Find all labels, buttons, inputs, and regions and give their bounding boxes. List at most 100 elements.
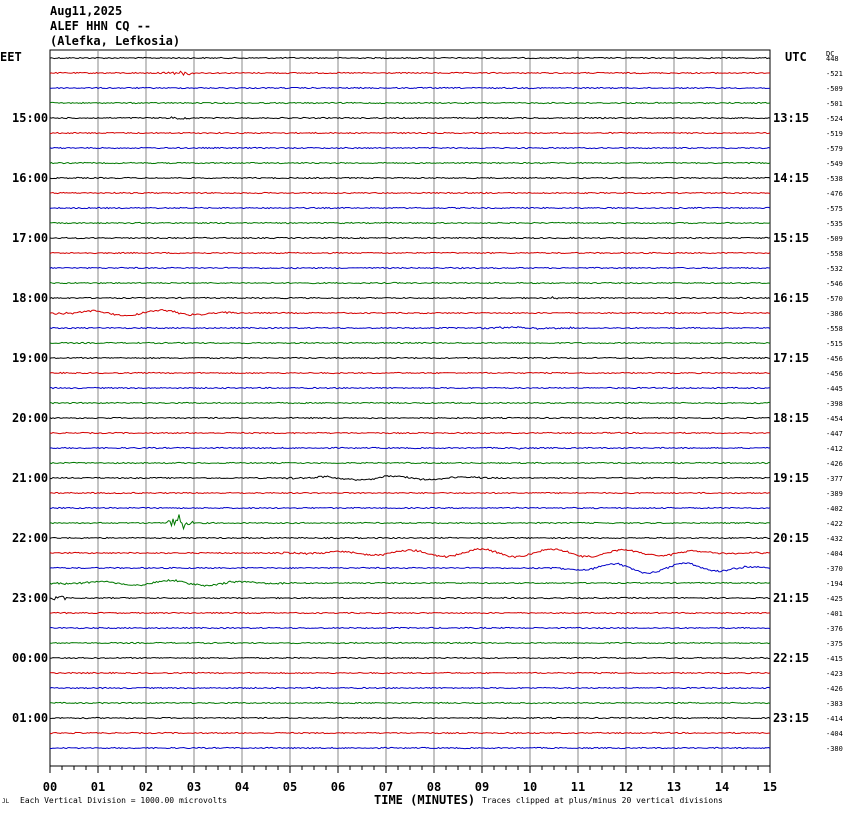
left-time-label: 17:00: [12, 231, 48, 245]
right-time-label: 18:15: [773, 411, 809, 425]
dc-offset-label: -414: [826, 715, 843, 723]
x-tick-label: 09: [475, 780, 489, 794]
dc-offset-label: -521: [826, 70, 843, 78]
dc-offset-label: -380: [826, 745, 843, 753]
scale-note: Each Vertical Division = 1000.00 microvo…: [20, 796, 228, 805]
seismic-trace: [49, 506, 771, 510]
seismic-trace: [49, 176, 771, 180]
dc-offset-label: -423: [826, 670, 843, 678]
seismic-trace: [49, 70, 771, 77]
dc-offset-label: -509: [826, 235, 843, 243]
seismic-trace: [49, 56, 771, 60]
seismic-trace: [49, 701, 771, 705]
dc-offset-label: -404: [826, 550, 843, 558]
x-tick-label: 02: [139, 780, 153, 794]
dc-offset-label: -519: [826, 130, 843, 138]
right-time-label: 16:15: [773, 291, 809, 305]
seismic-trace: [49, 86, 771, 90]
x-tick-label: 10: [523, 780, 537, 794]
x-tick-label: 08: [427, 780, 441, 794]
dc-offset-label: -389: [826, 490, 843, 498]
dc-offset-label: -445: [826, 385, 843, 393]
x-tick-label: 06: [331, 780, 345, 794]
dc-offset-label: -524: [826, 115, 843, 123]
seismic-trace: [49, 536, 770, 540]
x-tick-label: 04: [235, 780, 249, 794]
dc-offset-label: -575: [826, 205, 843, 213]
dc-offset-label: -546: [826, 280, 843, 288]
dc-offset-label: -456: [826, 355, 843, 363]
seismic-trace: [49, 401, 771, 405]
dc-offset-label: -509: [826, 85, 843, 93]
right-time-label: 15:15: [773, 231, 809, 245]
right-zone-label: UTC: [785, 50, 807, 64]
left-time-label: 01:00: [12, 711, 48, 725]
seismic-trace: [49, 191, 771, 195]
seismic-trace: [49, 716, 771, 720]
x-tick-label: 12: [619, 780, 633, 794]
seismic-trace: [49, 626, 771, 630]
seismic-trace: [49, 266, 771, 270]
dc-offset-label: -538: [826, 175, 843, 183]
seismic-trace: [49, 416, 771, 420]
seismic-trace: [49, 161, 771, 165]
dc-offset-label: -398: [826, 400, 843, 408]
dc-label: DC: [826, 50, 835, 58]
seismic-trace: [49, 562, 771, 575]
seismic-trace: [49, 431, 771, 435]
seismic-trace: [49, 371, 771, 375]
dc-offset-label: -432: [826, 535, 843, 543]
dc-offset-label: -376: [826, 625, 843, 633]
left-time-label: 21:00: [12, 471, 48, 485]
seismic-trace: [49, 731, 770, 735]
dc-offset-label: -579: [826, 145, 843, 153]
dc-offset-label: -549: [826, 160, 843, 168]
seismic-trace: [49, 101, 771, 105]
x-axis-title: TIME (MINUTES): [374, 793, 476, 807]
seismic-trace: [49, 686, 771, 690]
left-time-label: 00:00: [12, 651, 48, 665]
dc-offset-label: -194: [826, 580, 843, 588]
clip-note: Traces clipped at plus/minus 20 vertical…: [482, 796, 723, 805]
dc-offset-label: -415: [826, 655, 843, 663]
right-time-label: 20:15: [773, 531, 809, 545]
seismic-trace: [49, 514, 771, 531]
right-time-label: 19:15: [773, 471, 809, 485]
seismic-trace: [49, 461, 771, 465]
dc-offset-label: -532: [826, 265, 843, 273]
header-station: ALEF HHN CQ --: [50, 19, 152, 33]
seismic-trace: [49, 656, 771, 660]
dc-offset-label: -425: [826, 595, 843, 603]
seismic-trace: [49, 221, 771, 225]
right-time-label: 23:15: [773, 711, 809, 725]
dc-offset-label: -476: [826, 190, 843, 198]
seismic-trace: [49, 251, 771, 255]
left-time-label: 22:00: [12, 531, 48, 545]
left-zone-label: EET: [0, 50, 22, 64]
right-time-label: 21:15: [773, 591, 809, 605]
seismic-trace: [49, 386, 771, 390]
dc-offset-label: -447: [826, 430, 843, 438]
x-tick-label: 00: [43, 780, 57, 794]
dc-offset-label: -412: [826, 445, 843, 453]
dc-offset-label: -456: [826, 370, 843, 378]
seismic-trace: [49, 579, 771, 587]
seismic-trace: [49, 295, 771, 300]
dc-offset-label: -426: [826, 685, 843, 693]
x-tick-label: 07: [379, 780, 393, 794]
x-tick-label: 15: [763, 780, 777, 794]
dc-offset-label: -383: [826, 700, 843, 708]
x-tick-label: 11: [571, 780, 585, 794]
seismic-trace: [49, 641, 771, 645]
left-time-label: 16:00: [12, 171, 48, 185]
dc-offset-label: -515: [826, 340, 843, 348]
seismic-trace: [49, 206, 771, 210]
seismic-trace: [49, 326, 771, 331]
dc-offset-label: -404: [826, 730, 843, 738]
x-tick-label: 05: [283, 780, 297, 794]
dc-offset-label: -426: [826, 460, 843, 468]
dc-offset-label: -535: [826, 220, 843, 228]
dc-offset-label: -377: [826, 475, 843, 483]
dc-offset-label: -558: [826, 250, 843, 258]
